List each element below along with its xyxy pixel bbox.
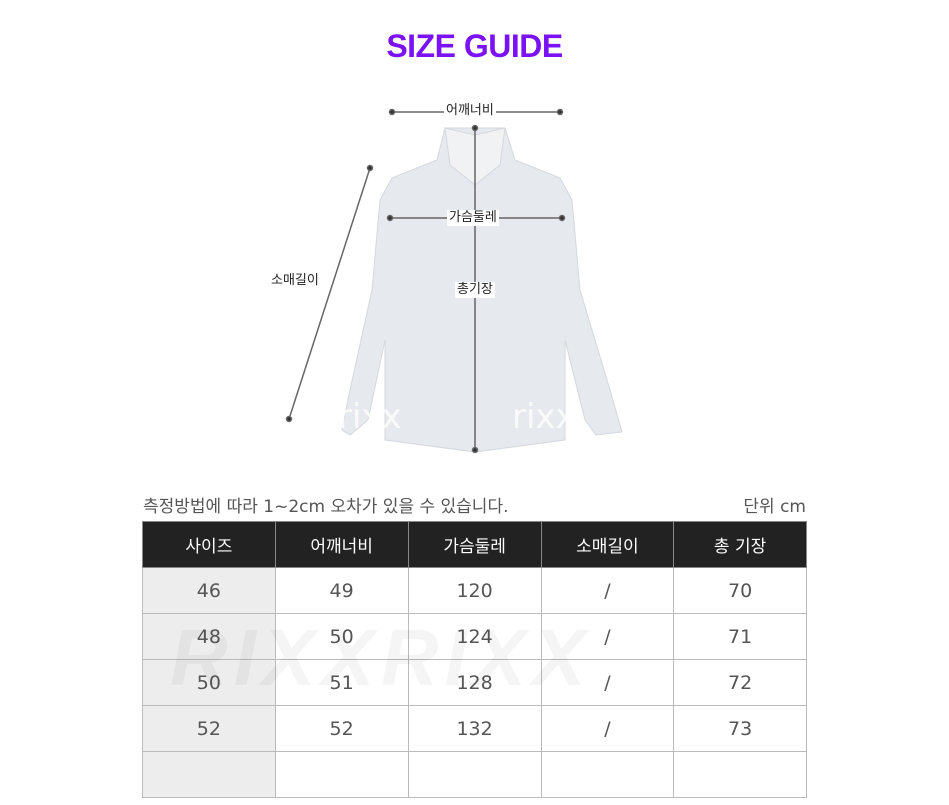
cell: 46 bbox=[142, 567, 276, 614]
cell bbox=[407, 751, 542, 798]
page-title: SIZE GUIDE bbox=[386, 28, 563, 64]
cell: 52 bbox=[142, 705, 276, 752]
cell bbox=[142, 751, 276, 798]
cell bbox=[274, 751, 409, 798]
cell: 49 bbox=[274, 567, 409, 614]
table-header-row: 사이즈 어깨너비 가슴둘레 소매길이 총 기장 bbox=[142, 521, 807, 568]
cell: 48 bbox=[142, 613, 276, 660]
cell: 132 bbox=[407, 705, 542, 752]
cell: 70 bbox=[673, 567, 807, 614]
table-row: 50 51 128/72 bbox=[142, 659, 807, 706]
header-shoulder: 어깨너비 bbox=[274, 521, 409, 568]
size-table: 사이즈 어깨너비 가슴둘레 소매길이 총 기장 46 49 120/70 48 50 1… bbox=[142, 521, 807, 798]
cell: 73 bbox=[673, 705, 807, 752]
cell: 124 bbox=[407, 613, 542, 660]
watermark-text-right: rixx bbox=[512, 397, 576, 437]
cell: 51 bbox=[274, 659, 409, 706]
cell: / bbox=[540, 659, 675, 706]
table-row: 52 52 132/73 bbox=[142, 705, 807, 752]
table-row: 46 49 120/70 bbox=[142, 567, 807, 614]
cell: 71 bbox=[673, 613, 807, 660]
sleeve-line bbox=[288, 167, 371, 420]
cell: / bbox=[540, 567, 675, 614]
unit-label: 단위 cm bbox=[743, 497, 806, 517]
measurement-note: 측정방법에 따라 1~2cm 오차가 있을 수 있습니다. bbox=[143, 497, 509, 517]
cell: 120 bbox=[407, 567, 542, 614]
header-chest: 가슴둘레 bbox=[407, 521, 542, 568]
cell: 128 bbox=[407, 659, 542, 706]
chest-label: 가슴둘레 bbox=[447, 210, 499, 226]
table-row bbox=[142, 751, 807, 798]
header-sleeve: 소매길이 bbox=[540, 521, 675, 568]
cell: 50 bbox=[274, 613, 409, 660]
watermark-text-left: rixx bbox=[338, 397, 402, 437]
table-row: 48 50 124/71 bbox=[142, 613, 807, 660]
cell: 50 bbox=[142, 659, 276, 706]
shoulder-label: 어깨너비 bbox=[444, 103, 496, 119]
cell: 72 bbox=[673, 659, 807, 706]
cell bbox=[540, 751, 675, 798]
sleeve-label: 소매길이 bbox=[269, 273, 321, 289]
cell: / bbox=[540, 705, 675, 752]
header-length: 총 기장 bbox=[673, 521, 807, 568]
cell: 52 bbox=[274, 705, 409, 752]
cell bbox=[673, 751, 807, 798]
length-label: 총기장 bbox=[455, 282, 495, 298]
header-size: 사이즈 bbox=[142, 521, 276, 568]
cell: / bbox=[540, 613, 675, 660]
shirt-image: rixx rixx bbox=[285, 108, 623, 454]
